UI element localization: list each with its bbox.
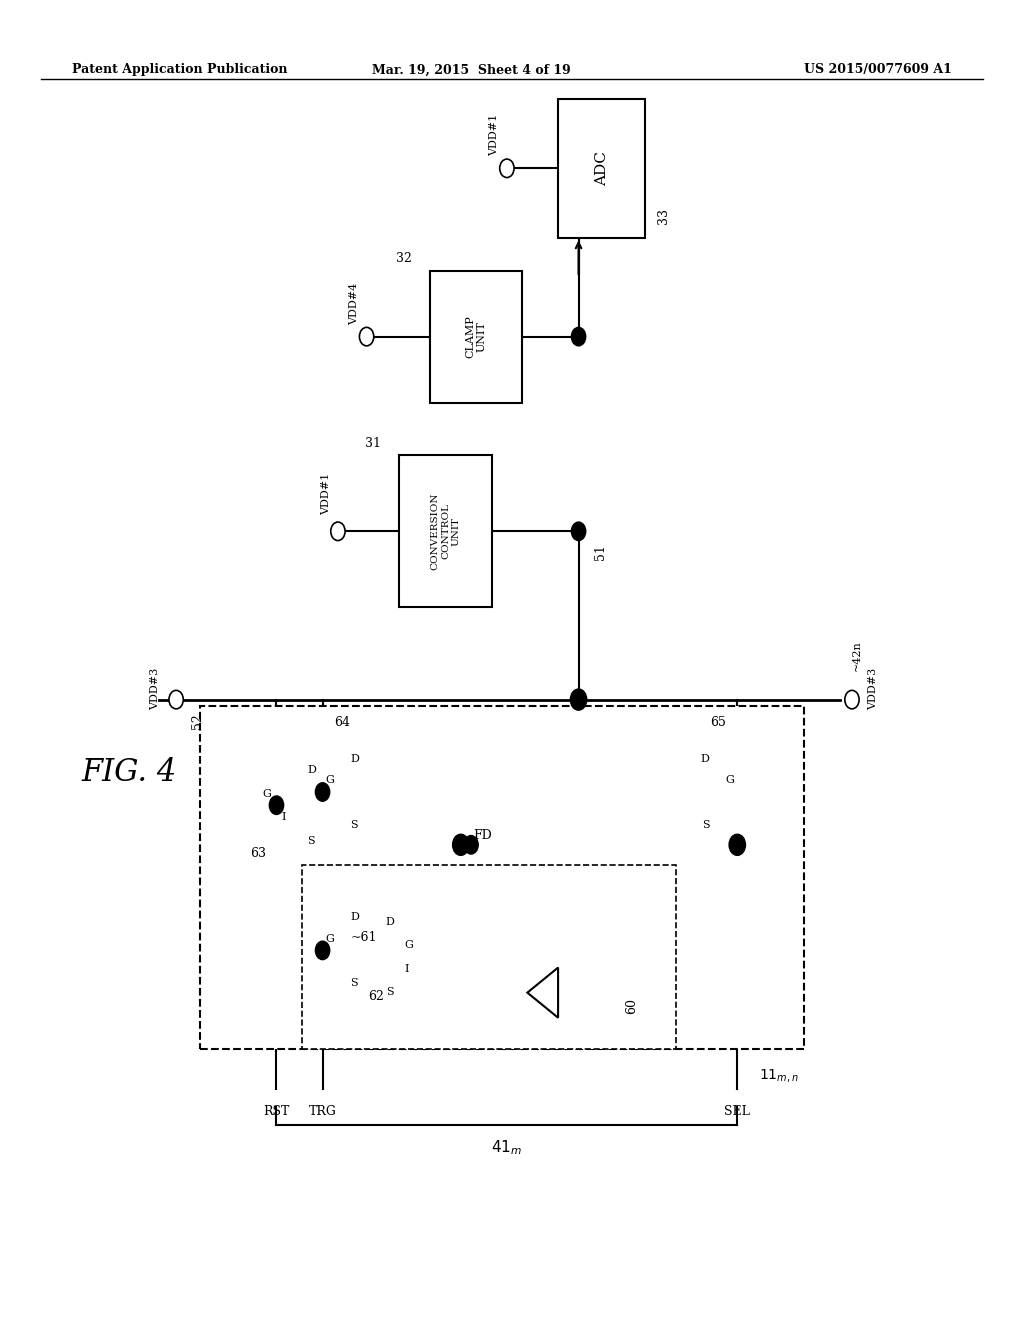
Text: FIG. 4: FIG. 4 bbox=[82, 756, 177, 788]
Text: ~42n: ~42n bbox=[852, 640, 862, 671]
Circle shape bbox=[315, 941, 330, 960]
Circle shape bbox=[729, 834, 745, 855]
Text: CLAMP
UNIT: CLAMP UNIT bbox=[465, 315, 487, 358]
Text: VDD#1: VDD#1 bbox=[321, 473, 331, 516]
Circle shape bbox=[464, 836, 478, 854]
Text: FD: FD bbox=[473, 829, 492, 842]
Circle shape bbox=[331, 521, 345, 541]
Text: Mar. 19, 2015  Sheet 4 of 19: Mar. 19, 2015 Sheet 4 of 19 bbox=[372, 63, 570, 77]
Text: G: G bbox=[262, 788, 271, 799]
Text: Patent Application Publication: Patent Application Publication bbox=[72, 63, 287, 77]
Text: I: I bbox=[404, 964, 409, 974]
Text: TRG: TRG bbox=[308, 1105, 337, 1118]
Bar bbox=[430, 271, 522, 403]
Text: S: S bbox=[350, 820, 357, 830]
Bar bbox=[302, 865, 676, 1049]
Text: 31: 31 bbox=[365, 437, 381, 450]
Text: G: G bbox=[326, 933, 335, 944]
Text: S: S bbox=[350, 978, 357, 989]
Text: VDD#3: VDD#3 bbox=[868, 668, 879, 710]
Circle shape bbox=[845, 690, 859, 709]
Text: RST: RST bbox=[263, 1105, 290, 1118]
Text: G: G bbox=[326, 775, 335, 785]
Text: D: D bbox=[700, 754, 710, 764]
Text: S: S bbox=[387, 987, 394, 997]
Circle shape bbox=[570, 689, 587, 710]
Text: 52: 52 bbox=[191, 713, 205, 729]
Text: ADC: ADC bbox=[595, 150, 608, 186]
Text: 51: 51 bbox=[594, 544, 607, 561]
Text: 64: 64 bbox=[334, 715, 350, 729]
Circle shape bbox=[571, 521, 586, 541]
Circle shape bbox=[359, 327, 374, 346]
Circle shape bbox=[269, 796, 284, 814]
Text: VDD#4: VDD#4 bbox=[349, 282, 359, 325]
Text: D: D bbox=[385, 917, 394, 927]
Text: D: D bbox=[307, 764, 316, 775]
Text: S: S bbox=[307, 836, 314, 846]
Text: VDD#1: VDD#1 bbox=[489, 114, 500, 157]
Circle shape bbox=[500, 160, 514, 178]
Text: 60: 60 bbox=[625, 998, 638, 1014]
Text: VDD#3: VDD#3 bbox=[150, 668, 160, 710]
Text: 65: 65 bbox=[710, 715, 726, 729]
Text: US 2015/0077609 A1: US 2015/0077609 A1 bbox=[805, 63, 952, 77]
Text: 63: 63 bbox=[250, 847, 266, 861]
Text: CONVERSION
CONTROL
UNIT: CONVERSION CONTROL UNIT bbox=[430, 492, 461, 570]
Text: 33: 33 bbox=[657, 209, 671, 224]
Circle shape bbox=[571, 327, 586, 346]
Text: 32: 32 bbox=[395, 252, 412, 265]
Text: ~61: ~61 bbox=[350, 931, 377, 944]
Text: S: S bbox=[702, 820, 710, 830]
Bar bbox=[200, 706, 804, 1049]
Circle shape bbox=[315, 783, 330, 801]
Circle shape bbox=[453, 834, 469, 855]
Text: I: I bbox=[282, 812, 286, 822]
Bar bbox=[558, 99, 645, 238]
Text: $11_{m,n}$: $11_{m,n}$ bbox=[759, 1067, 799, 1084]
Text: G: G bbox=[725, 775, 734, 785]
Text: G: G bbox=[404, 940, 414, 950]
Text: D: D bbox=[350, 754, 359, 764]
Text: $41_m$: $41_m$ bbox=[492, 1138, 522, 1156]
Text: 62: 62 bbox=[368, 990, 384, 1003]
Circle shape bbox=[169, 690, 183, 709]
Text: D: D bbox=[350, 912, 359, 923]
Bar bbox=[399, 455, 492, 607]
Text: SEL: SEL bbox=[724, 1105, 751, 1118]
